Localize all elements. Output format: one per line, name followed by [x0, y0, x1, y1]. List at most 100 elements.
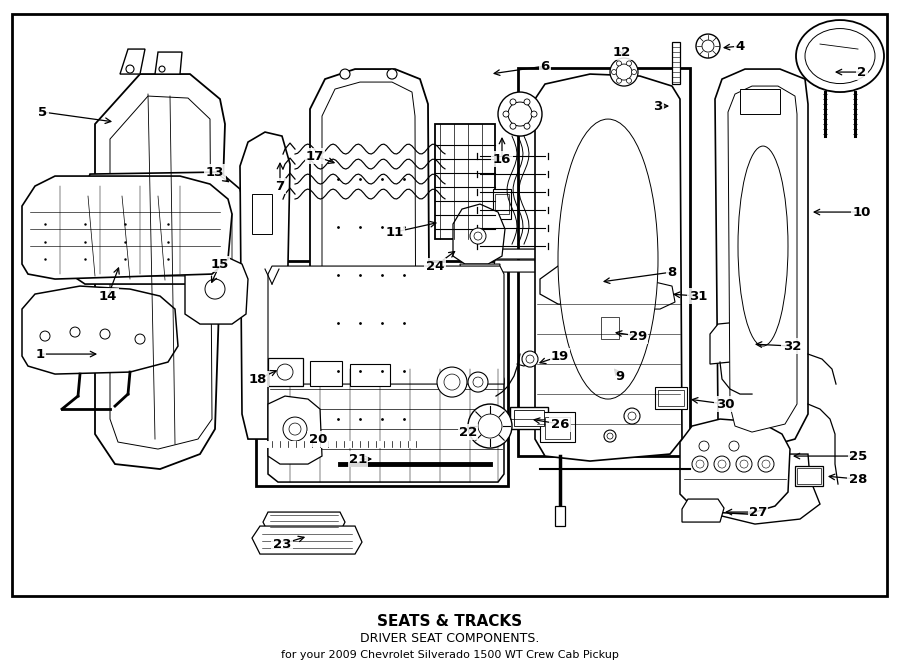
Text: 11: 11 [386, 225, 404, 239]
Text: 24: 24 [426, 260, 445, 272]
Polygon shape [488, 249, 542, 259]
Bar [540, 412, 575, 442]
Polygon shape [240, 132, 290, 439]
Circle shape [616, 61, 622, 66]
Text: 18: 18 [248, 373, 267, 385]
Bar [355, 446, 385, 464]
Circle shape [729, 441, 739, 451]
Circle shape [702, 40, 714, 52]
Bar [495, 194, 509, 214]
Text: SEATS & TRACKS: SEATS & TRACKS [377, 614, 523, 629]
Circle shape [699, 441, 709, 451]
Circle shape [470, 228, 486, 244]
Text: 14: 14 [99, 290, 117, 303]
Polygon shape [728, 86, 797, 432]
Text: 1: 1 [35, 348, 45, 360]
Circle shape [474, 232, 482, 240]
Polygon shape [263, 512, 345, 532]
Bar [350, 364, 390, 386]
Circle shape [696, 34, 720, 58]
Polygon shape [155, 52, 182, 74]
Bar [655, 387, 687, 409]
Polygon shape [638, 282, 675, 309]
Text: 31: 31 [688, 290, 707, 303]
Circle shape [758, 456, 774, 472]
Bar [256, 261, 508, 486]
Circle shape [524, 123, 530, 129]
Text: 16: 16 [493, 153, 511, 165]
Bar [310, 361, 342, 386]
Bar [268, 358, 303, 386]
Ellipse shape [738, 146, 788, 346]
Circle shape [714, 456, 730, 472]
Text: 8: 8 [668, 266, 677, 278]
Circle shape [277, 364, 293, 380]
Bar [797, 468, 821, 484]
Bar [510, 407, 548, 429]
Ellipse shape [805, 28, 875, 83]
Bar [740, 89, 780, 114]
Text: 12: 12 [613, 46, 631, 59]
Polygon shape [493, 260, 537, 272]
Polygon shape [22, 176, 232, 279]
Circle shape [503, 111, 509, 117]
Circle shape [526, 355, 534, 363]
Text: 30: 30 [716, 397, 734, 410]
Circle shape [531, 111, 537, 117]
Bar [252, 194, 272, 234]
Circle shape [740, 460, 748, 468]
Text: 4: 4 [735, 40, 744, 53]
Text: 15: 15 [211, 258, 230, 270]
Circle shape [736, 456, 752, 472]
Text: 28: 28 [849, 473, 868, 486]
Circle shape [510, 99, 516, 105]
Text: 13: 13 [206, 165, 224, 178]
Polygon shape [120, 49, 145, 74]
Circle shape [616, 78, 622, 83]
Text: 2: 2 [858, 65, 867, 79]
Circle shape [289, 423, 301, 435]
Polygon shape [110, 96, 212, 449]
Circle shape [340, 69, 350, 79]
Circle shape [468, 404, 512, 448]
Polygon shape [460, 264, 500, 279]
Ellipse shape [796, 20, 884, 92]
Circle shape [524, 99, 530, 105]
Polygon shape [252, 526, 362, 554]
Text: 29: 29 [629, 330, 647, 342]
Circle shape [205, 279, 225, 299]
Bar [514, 410, 544, 426]
Circle shape [624, 408, 640, 424]
Polygon shape [540, 264, 625, 306]
Bar [795, 466, 823, 486]
Circle shape [626, 61, 632, 66]
Circle shape [510, 123, 516, 129]
Circle shape [135, 334, 145, 344]
Text: 9: 9 [616, 369, 625, 383]
Polygon shape [185, 256, 248, 324]
Text: 17: 17 [306, 149, 324, 163]
Circle shape [628, 412, 636, 420]
Circle shape [468, 372, 488, 392]
Circle shape [444, 374, 460, 390]
Circle shape [508, 102, 532, 126]
Bar [518, 68, 690, 456]
Bar [601, 317, 619, 339]
Text: 32: 32 [783, 340, 801, 352]
Text: 20: 20 [309, 432, 328, 446]
Polygon shape [70, 172, 245, 284]
Circle shape [611, 69, 616, 75]
Circle shape [610, 58, 638, 86]
Circle shape [762, 460, 770, 468]
Text: 7: 7 [275, 180, 284, 192]
Polygon shape [268, 396, 322, 464]
Polygon shape [268, 266, 504, 384]
Text: 10: 10 [853, 206, 871, 219]
Circle shape [607, 433, 613, 439]
Bar [672, 42, 680, 84]
Text: 6: 6 [540, 59, 550, 73]
Circle shape [522, 351, 538, 367]
Text: DRIVER SEAT COMPONENTS.: DRIVER SEAT COMPONENTS. [360, 633, 540, 645]
Circle shape [283, 417, 307, 441]
Circle shape [126, 65, 134, 73]
